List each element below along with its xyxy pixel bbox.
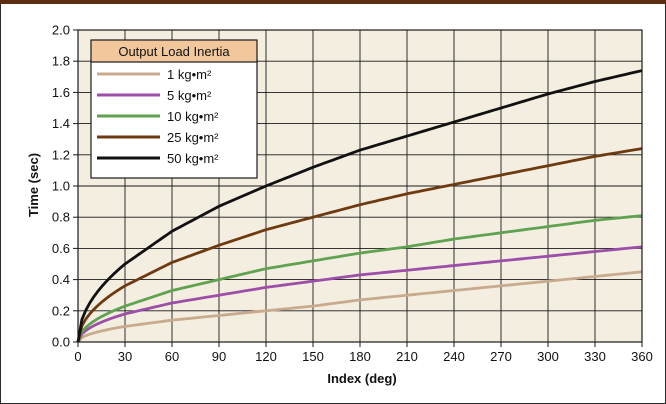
y-tick-label: 0.2: [52, 303, 70, 318]
x-tick-label: 360: [631, 349, 653, 364]
y-tick-label: 1.0: [52, 179, 70, 194]
x-tick-label: 30: [118, 349, 132, 364]
legend-entry-label: 1 kg•m²: [167, 67, 212, 82]
series-line: [76, 245, 643, 343]
y-tick-label: 1.6: [52, 85, 70, 100]
y-tick-label: 0.8: [52, 210, 70, 225]
x-tick-label: 0: [74, 349, 81, 364]
series-line: [76, 214, 643, 343]
legend-title-box: [90, 39, 258, 63]
y-tick-label: 1.2: [52, 147, 70, 162]
legend-entry-label: 25 kg•m²: [167, 130, 219, 145]
y-tick-label: 0.4: [52, 272, 70, 287]
legend-items: 1 kg•m² 5 kg•m² 10 kg•m² 25 kg•m² 50 kg•m²: [97, 67, 219, 166]
x-tick-label: 60: [165, 349, 179, 364]
x-tick-label: 90: [212, 349, 226, 364]
x-tick-label: 150: [302, 349, 324, 364]
y-tick-label: 1.4: [52, 116, 70, 131]
y-axis-title: Time (sec): [26, 153, 41, 217]
legend-entry-label: 5 kg•m²: [167, 88, 212, 103]
frame-top-accent: [0, 0, 666, 4]
x-tick-label: 330: [584, 349, 606, 364]
series-line: [76, 147, 643, 343]
legend-entry-label: 10 kg•m²: [167, 109, 219, 124]
legend-entry-label: 50 kg•m²: [167, 151, 219, 166]
series-line: [76, 69, 643, 343]
x-tick-label: 210: [396, 349, 418, 364]
legend-title: Output Load Inertia: [118, 44, 230, 59]
y-tick-label: 2.0: [52, 23, 70, 38]
x-axis-title: Index (deg): [327, 371, 396, 386]
y-axis-ticks: 0.0 0.2 0.4 0.6 0.8 1.0 1.2 1.4 1.6 1.8 2.0: [52, 23, 78, 350]
x-tick-label: 240: [443, 349, 465, 364]
x-axis-ticks: 0 30 60 90 120 150 180 210 240 270 300 330 360: [74, 342, 653, 364]
x-tick-label: 120: [255, 349, 277, 364]
y-tick-label: 0.0: [52, 335, 70, 350]
x-tick-label: 270: [490, 349, 512, 364]
x-tick-label: 300: [537, 349, 559, 364]
x-tick-label: 180: [349, 349, 371, 364]
legend: Output Load Inertia 1 kg•m² 5 kg•m² 10 kg•…: [90, 39, 258, 179]
y-tick-label: 1.8: [52, 54, 70, 69]
series-line: [76, 270, 643, 343]
y-tick-label: 0.6: [52, 241, 70, 256]
series-layer: [76, 69, 643, 343]
